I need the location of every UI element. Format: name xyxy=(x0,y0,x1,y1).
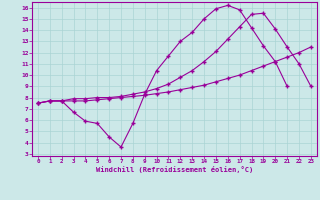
X-axis label: Windchill (Refroidissement éolien,°C): Windchill (Refroidissement éolien,°C) xyxy=(96,166,253,173)
